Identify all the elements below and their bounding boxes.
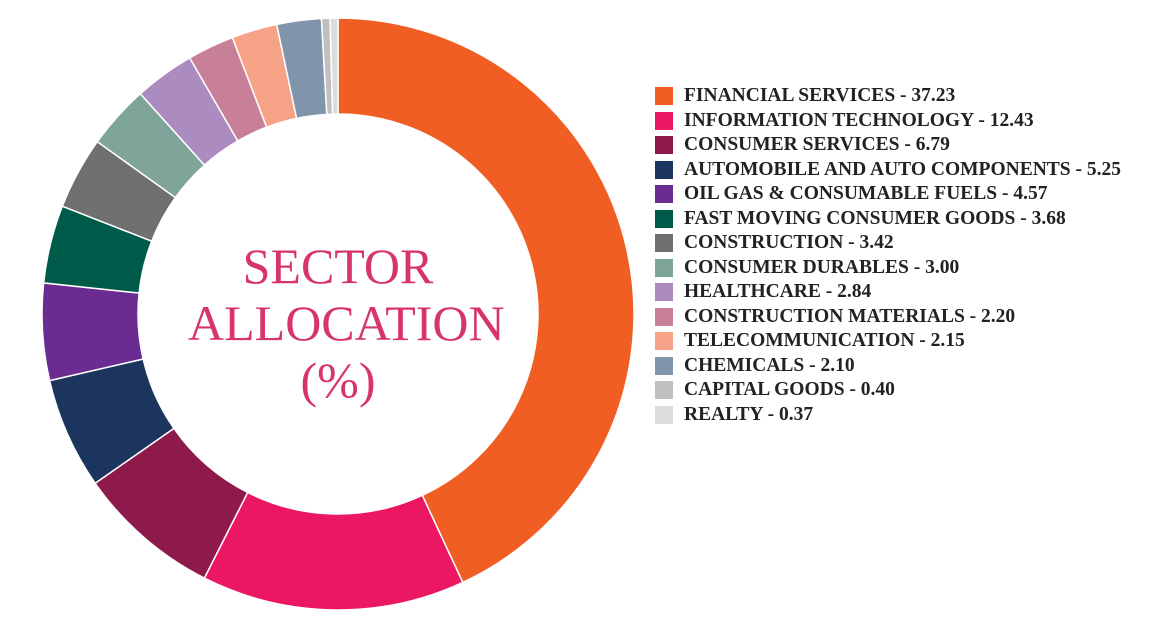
legend-item: CONSTRUCTION - 3.42 bbox=[655, 231, 1144, 256]
legend-item: INFORMATION TECHNOLOGY - 12.43 bbox=[655, 109, 1144, 134]
legend-item: CAPITAL GOODS - 0.40 bbox=[655, 378, 1144, 403]
legend-item: FINANCIAL SERVICES - 37.23 bbox=[655, 84, 1144, 109]
donut-segment bbox=[337, 17, 635, 584]
legend-swatch bbox=[655, 209, 673, 228]
legend-label: FAST MOVING CONSUMER GOODS - 3.68 bbox=[684, 207, 1066, 229]
legend-label: CONSTRUCTION - 3.42 bbox=[684, 232, 894, 253]
donut-segment bbox=[329, 17, 339, 115]
legend-swatch bbox=[655, 381, 673, 399]
legend-swatch bbox=[655, 87, 673, 105]
legend-swatch bbox=[655, 136, 673, 154]
legend-item: HEALTHCARE - 2.84 bbox=[655, 280, 1144, 305]
legend-item: CONSTRUCTION MATERIALS - 2.20 bbox=[655, 305, 1144, 330]
legend-swatch bbox=[655, 111, 673, 130]
legend-swatch bbox=[655, 405, 673, 424]
legend-item: FAST MOVING CONSUMER GOODS - 3.68 bbox=[655, 207, 1144, 232]
legend-label: OIL GAS & CONSUMABLE FUELS - 4.57 bbox=[684, 183, 1048, 204]
legend-label: REALTY - 0.37 bbox=[684, 403, 814, 425]
legend-item: AUTOMOBILE AND AUTO COMPONENTS - 5.25 bbox=[655, 158, 1144, 183]
legend-label: FINANCIAL SERVICES - 37.23 bbox=[684, 85, 956, 106]
legend-label: HEALTHCARE - 2.84 bbox=[684, 281, 872, 302]
legend: FINANCIAL SERVICES - 37.23 INFORMATION TE… bbox=[655, 84, 1144, 427]
legend-label: CHEMICALS - 2.10 bbox=[684, 354, 855, 376]
legend-item: OIL GAS & CONSUMABLE FUELS - 4.57 bbox=[655, 182, 1144, 207]
legend-label: TELECOMMUNICATION - 2.15 bbox=[684, 330, 965, 351]
legend-item: REALTY - 0.37 bbox=[655, 403, 1144, 428]
legend-swatch bbox=[655, 185, 673, 203]
legend-label: AUTOMOBILE AND AUTO COMPONENTS - 5.25 bbox=[684, 158, 1121, 180]
legend-label: CAPITAL GOODS - 0.40 bbox=[684, 379, 895, 400]
legend-swatch bbox=[655, 160, 673, 179]
legend-label: CONSTRUCTION MATERIALS - 2.20 bbox=[684, 305, 1016, 327]
donut-segment bbox=[203, 491, 464, 611]
legend-item: TELECOMMUNICATION - 2.15 bbox=[655, 329, 1144, 354]
legend-swatch bbox=[655, 234, 673, 252]
legend-item: CHEMICALS - 2.10 bbox=[655, 354, 1144, 379]
legend-swatch bbox=[655, 332, 673, 350]
legend-item: CONSUMER SERVICES - 6.79 bbox=[655, 133, 1144, 158]
legend-item: CONSUMER DURABLES - 3.00 bbox=[655, 256, 1144, 281]
legend-swatch bbox=[655, 356, 673, 375]
legend-swatch bbox=[655, 307, 673, 326]
legend-label: CONSUMER SERVICES - 6.79 bbox=[684, 134, 950, 155]
legend-swatch bbox=[655, 283, 673, 301]
legend-swatch bbox=[655, 258, 673, 277]
legend-label: CONSUMER DURABLES - 3.00 bbox=[684, 256, 960, 278]
chart bbox=[41, 17, 635, 611]
chart-title: SECTOR ALLOCATION (%) bbox=[188, 238, 505, 408]
legend-label: INFORMATION TECHNOLOGY - 12.43 bbox=[684, 109, 1034, 131]
